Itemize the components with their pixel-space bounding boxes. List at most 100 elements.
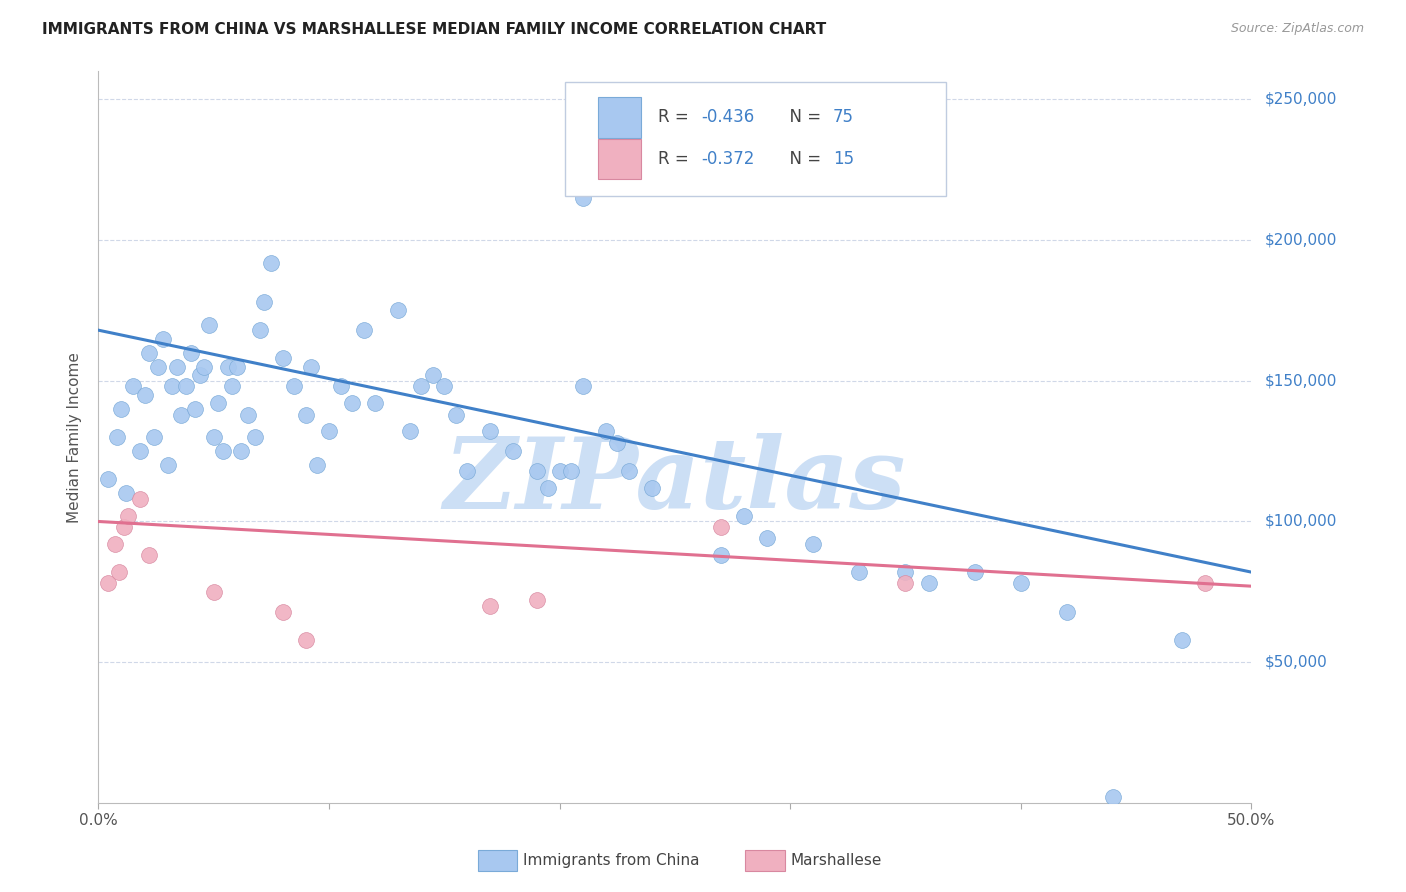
Point <box>129 491 152 506</box>
Point <box>526 464 548 478</box>
Point <box>245 430 267 444</box>
Point <box>710 548 733 562</box>
Point <box>105 430 128 444</box>
Point <box>221 379 243 393</box>
Point <box>387 303 409 318</box>
Point <box>299 359 322 374</box>
Point <box>110 401 132 416</box>
Point <box>479 599 502 613</box>
Text: Immigrants from China: Immigrants from China <box>523 854 700 868</box>
Point <box>103 537 125 551</box>
Point <box>160 379 183 393</box>
Point <box>329 379 352 393</box>
Point <box>641 481 664 495</box>
Text: 75: 75 <box>832 109 853 127</box>
FancyBboxPatch shape <box>565 82 946 195</box>
Text: -0.436: -0.436 <box>702 109 755 127</box>
Point <box>207 396 229 410</box>
Point <box>97 472 120 486</box>
Point <box>184 401 207 416</box>
Point <box>249 323 271 337</box>
Point <box>238 408 260 422</box>
Point <box>142 430 165 444</box>
Point <box>97 576 120 591</box>
Point <box>617 464 640 478</box>
Point <box>825 143 848 157</box>
Point <box>318 425 340 439</box>
Point <box>122 379 145 393</box>
Point <box>156 458 179 473</box>
Point <box>193 359 215 374</box>
Point <box>134 388 156 402</box>
Point <box>138 345 160 359</box>
Point <box>398 425 420 439</box>
Point <box>166 359 188 374</box>
Point <box>108 565 131 579</box>
Point <box>1171 632 1194 647</box>
Point <box>340 396 363 410</box>
Text: N =: N = <box>779 150 825 168</box>
Text: $50,000: $50,000 <box>1265 655 1329 670</box>
Point <box>1102 790 1125 805</box>
Point <box>571 379 593 393</box>
Point <box>479 425 502 439</box>
Point <box>170 408 193 422</box>
Point <box>115 486 138 500</box>
Point <box>231 444 253 458</box>
Point <box>217 359 239 374</box>
Point <box>253 295 276 310</box>
Point <box>307 458 329 473</box>
Text: $150,000: $150,000 <box>1265 374 1337 388</box>
Text: 15: 15 <box>832 150 853 168</box>
Point <box>756 532 779 546</box>
Point <box>117 508 139 523</box>
Point <box>1010 576 1032 591</box>
Point <box>148 359 170 374</box>
Point <box>894 576 917 591</box>
Point <box>502 444 524 458</box>
Point <box>152 332 174 346</box>
Text: $100,000: $100,000 <box>1265 514 1337 529</box>
Point <box>548 464 571 478</box>
Point <box>848 565 870 579</box>
Point <box>260 255 283 269</box>
Point <box>202 430 225 444</box>
Point <box>963 565 986 579</box>
Point <box>353 323 375 337</box>
Point <box>917 576 939 591</box>
Point <box>526 593 548 607</box>
Point <box>212 444 235 458</box>
Point <box>198 318 221 332</box>
Point <box>174 379 197 393</box>
Point <box>595 425 617 439</box>
Point <box>180 345 202 359</box>
Point <box>571 191 593 205</box>
Text: $250,000: $250,000 <box>1265 92 1337 107</box>
Point <box>537 481 560 495</box>
Point <box>560 464 582 478</box>
Point <box>364 396 387 410</box>
Text: ZIPatlas: ZIPatlas <box>444 433 905 529</box>
Point <box>433 379 456 393</box>
Point <box>138 548 160 562</box>
Point <box>202 584 225 599</box>
Point <box>733 508 755 523</box>
Text: Marshallese: Marshallese <box>790 854 882 868</box>
Point <box>1056 605 1078 619</box>
Point <box>188 368 211 383</box>
FancyBboxPatch shape <box>598 139 641 179</box>
Point <box>456 464 478 478</box>
Point <box>411 379 433 393</box>
Text: Source: ZipAtlas.com: Source: ZipAtlas.com <box>1230 22 1364 36</box>
Point <box>422 368 444 383</box>
Point <box>801 537 824 551</box>
Text: R =: R = <box>658 109 693 127</box>
Point <box>1194 576 1216 591</box>
Point <box>295 632 318 647</box>
Point <box>271 351 294 366</box>
Point <box>894 565 917 579</box>
Point <box>225 359 247 374</box>
Point <box>295 408 318 422</box>
Text: N =: N = <box>779 109 825 127</box>
Point <box>129 444 152 458</box>
